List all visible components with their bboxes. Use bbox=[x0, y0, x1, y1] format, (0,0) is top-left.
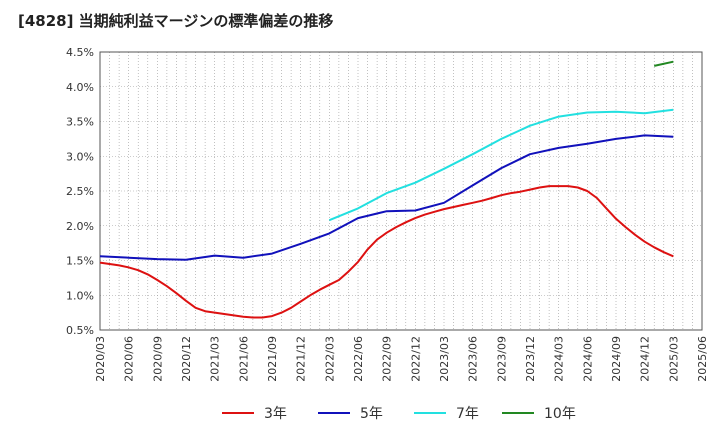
legend-label: 10年 bbox=[544, 406, 576, 422]
y-tick-label: 4.0% bbox=[66, 81, 94, 94]
x-tick-label: 2022/06 bbox=[352, 336, 365, 382]
y-tick-label: 3.0% bbox=[66, 150, 94, 163]
series-line-2 bbox=[99, 134, 674, 261]
x-tick-label: 2023/03 bbox=[438, 336, 451, 382]
series-line-3 bbox=[328, 108, 674, 222]
x-tick-label: 2023/06 bbox=[467, 336, 480, 382]
x-tick-label: 2021/03 bbox=[209, 336, 222, 382]
chart-title: [4828] 当期純利益マージンの標準偏差の推移 bbox=[18, 12, 334, 30]
x-tick-label: 2022/09 bbox=[381, 336, 394, 382]
legend-label: 5年 bbox=[360, 406, 383, 422]
y-tick-label: 3.5% bbox=[66, 116, 94, 129]
x-tick-label: 2024/06 bbox=[581, 336, 594, 382]
x-tick-label: 2020/12 bbox=[180, 336, 193, 382]
x-tick-label: 2021/06 bbox=[237, 336, 250, 382]
x-tick-label: 2024/03 bbox=[553, 336, 566, 382]
series-line-1 bbox=[99, 185, 674, 319]
y-tick-label: 0.5% bbox=[66, 324, 94, 337]
legend-label: 3年 bbox=[264, 406, 287, 422]
x-tick-label: 2024/12 bbox=[639, 336, 652, 382]
y-tick-label: 1.0% bbox=[66, 289, 94, 302]
x-tick-label: 2024/09 bbox=[610, 336, 623, 382]
series-line-4 bbox=[653, 60, 674, 67]
plot-frame bbox=[99, 51, 703, 331]
y-tick-label: 1.5% bbox=[66, 255, 94, 268]
y-tick-label: 4.5% bbox=[66, 46, 94, 59]
x-tick-label: 2022/12 bbox=[409, 336, 422, 382]
x-tick-label: 2025/06 bbox=[696, 336, 709, 382]
x-tick-label: 2020/03 bbox=[94, 336, 107, 382]
x-tick-label: 2021/12 bbox=[295, 336, 308, 382]
x-tick-label: 2020/06 bbox=[123, 336, 136, 382]
y-tick-label: 2.5% bbox=[66, 185, 94, 198]
x-tick-label: 2023/09 bbox=[495, 336, 508, 382]
x-tick-label: 2022/03 bbox=[323, 336, 336, 382]
x-tick-label: 2025/03 bbox=[667, 336, 680, 382]
x-tick-label: 2023/12 bbox=[524, 336, 537, 382]
x-tick-label: 2021/09 bbox=[266, 336, 279, 382]
x-tick-label: 2020/09 bbox=[151, 336, 164, 382]
y-tick-label: 2.0% bbox=[66, 220, 94, 233]
legend-label: 7年 bbox=[456, 406, 479, 422]
